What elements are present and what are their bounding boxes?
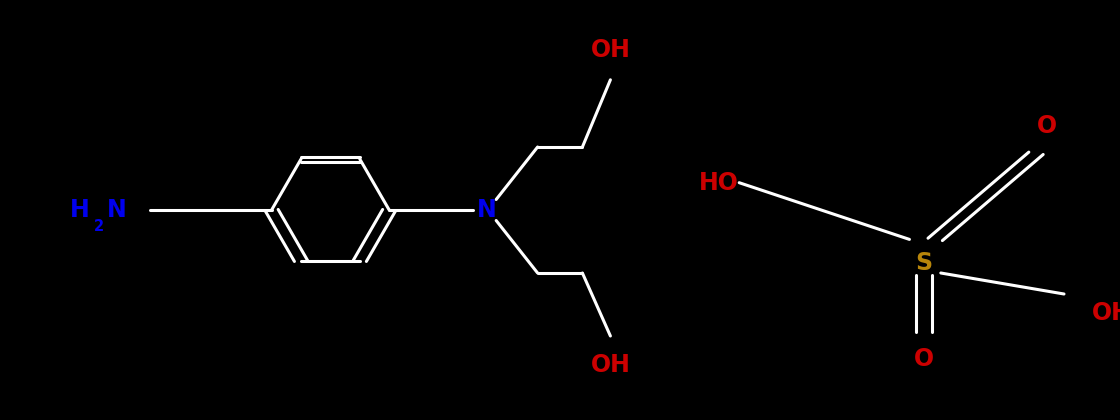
Text: H: H bbox=[69, 198, 90, 222]
Text: OH: OH bbox=[590, 38, 631, 63]
Text: O: O bbox=[1037, 114, 1057, 138]
Text: N: N bbox=[106, 198, 127, 222]
Text: OH: OH bbox=[590, 353, 631, 378]
Text: HO: HO bbox=[699, 171, 739, 195]
Text: S: S bbox=[915, 250, 933, 275]
Text: N: N bbox=[477, 198, 497, 222]
Text: O: O bbox=[914, 347, 934, 371]
Text: 2: 2 bbox=[94, 219, 104, 234]
Text: OH: OH bbox=[1092, 301, 1120, 325]
